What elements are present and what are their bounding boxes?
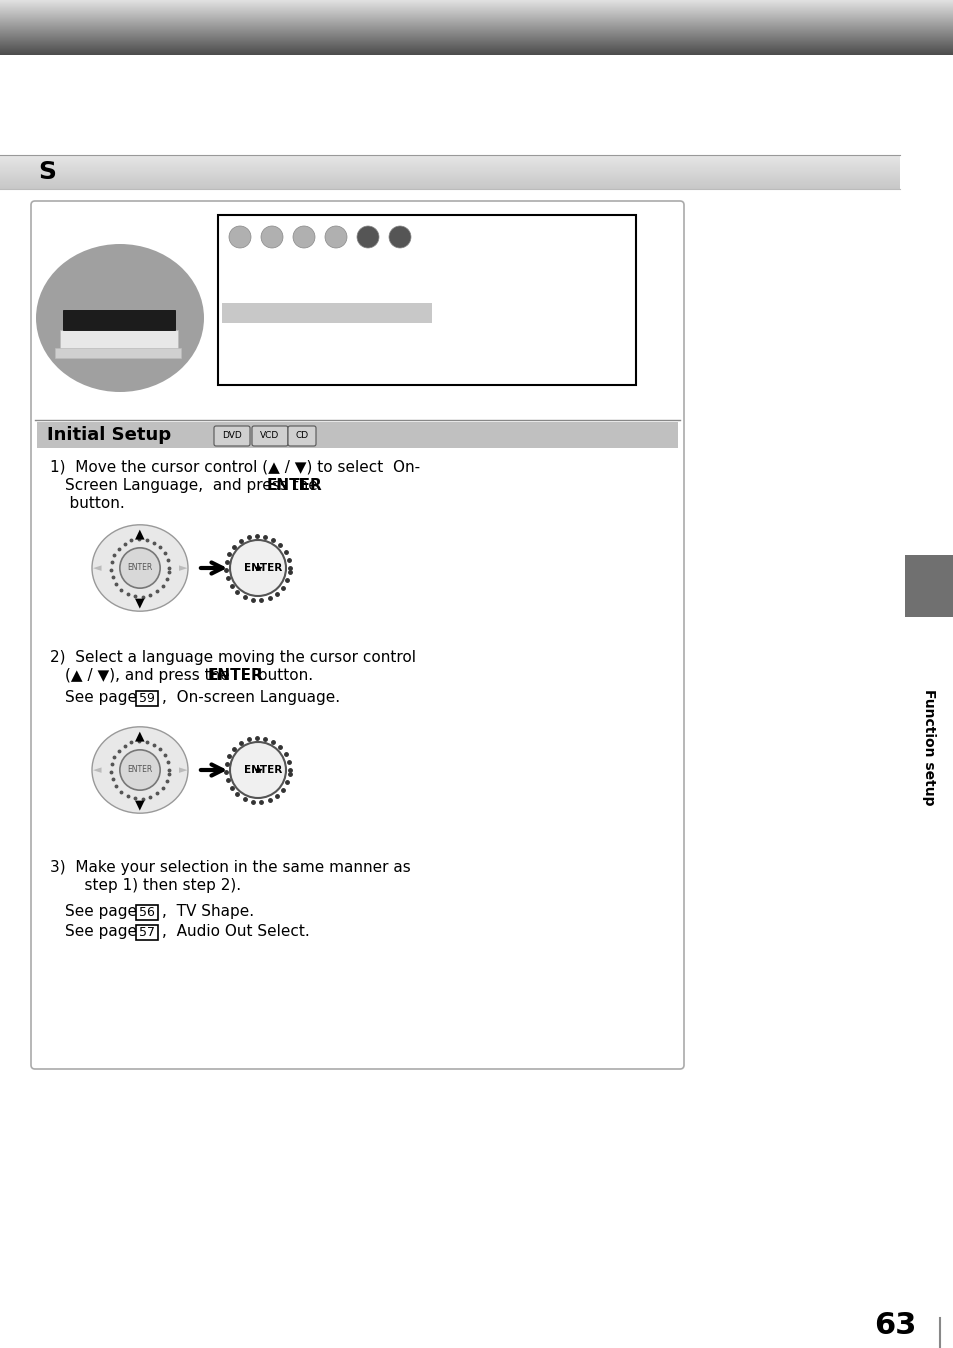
Text: ►: ► <box>179 563 187 573</box>
FancyBboxPatch shape <box>252 426 288 446</box>
Text: ,  Audio Out Select.: , Audio Out Select. <box>162 923 310 940</box>
Bar <box>136 692 158 706</box>
Text: Screen Language,  and press the: Screen Language, and press the <box>65 479 322 493</box>
Ellipse shape <box>229 226 251 248</box>
Ellipse shape <box>261 226 283 248</box>
Text: (▲ / ▼), and press the: (▲ / ▼), and press the <box>65 669 234 683</box>
FancyBboxPatch shape <box>60 330 178 350</box>
Ellipse shape <box>356 226 378 248</box>
Bar <box>222 303 432 324</box>
Bar <box>904 555 953 617</box>
Text: step 1) then step 2).: step 1) then step 2). <box>65 878 241 892</box>
Text: ENTER: ENTER <box>244 563 282 573</box>
Text: S: S <box>38 160 56 183</box>
Bar <box>218 214 636 386</box>
Ellipse shape <box>91 524 188 611</box>
Text: 56: 56 <box>139 906 154 918</box>
Text: ◄: ◄ <box>92 766 101 775</box>
Text: Initial Setup: Initial Setup <box>47 426 171 443</box>
Circle shape <box>230 541 286 596</box>
Text: 59: 59 <box>139 692 154 705</box>
Text: button.: button. <box>50 496 125 511</box>
Text: ▲: ▲ <box>135 527 145 541</box>
Circle shape <box>120 547 160 588</box>
Text: DVD: DVD <box>222 431 242 441</box>
Ellipse shape <box>293 226 314 248</box>
FancyBboxPatch shape <box>30 201 683 1069</box>
Text: ◄: ◄ <box>92 563 101 573</box>
Circle shape <box>230 741 286 798</box>
FancyBboxPatch shape <box>63 310 174 330</box>
Bar <box>37 422 678 448</box>
Text: Function setup: Function setup <box>922 689 936 805</box>
Bar <box>136 905 158 919</box>
Text: 63: 63 <box>873 1310 915 1340</box>
Text: ENTER: ENTER <box>208 669 263 683</box>
Text: ▲: ▲ <box>135 729 145 741</box>
Text: 3)  Make your selection in the same manner as: 3) Make your selection in the same manne… <box>50 860 411 875</box>
Text: ENTER: ENTER <box>128 563 152 573</box>
Text: CD: CD <box>295 431 308 441</box>
Text: button.: button. <box>253 669 313 683</box>
Text: 2)  Select a language moving the cursor control: 2) Select a language moving the cursor c… <box>50 650 416 665</box>
Text: See page: See page <box>65 905 142 919</box>
FancyBboxPatch shape <box>288 426 315 446</box>
Text: ▼: ▼ <box>135 596 145 609</box>
FancyBboxPatch shape <box>55 348 181 359</box>
Text: ▼: ▼ <box>135 798 145 811</box>
Text: See page: See page <box>65 923 142 940</box>
Ellipse shape <box>389 226 411 248</box>
Text: ENTER: ENTER <box>267 479 322 493</box>
Ellipse shape <box>36 244 204 392</box>
Ellipse shape <box>325 226 347 248</box>
Text: ENTER: ENTER <box>128 766 152 775</box>
Circle shape <box>120 749 160 790</box>
Bar <box>136 925 158 940</box>
Ellipse shape <box>91 727 188 813</box>
Text: See page: See page <box>65 690 142 705</box>
Text: ,  On-screen Language.: , On-screen Language. <box>162 690 340 705</box>
Text: ,  TV Shape.: , TV Shape. <box>162 905 253 919</box>
Text: ENTER: ENTER <box>244 766 282 775</box>
Text: 57: 57 <box>139 926 154 938</box>
Text: 1)  Move the cursor control (▲ / ▼) to select  On-: 1) Move the cursor control (▲ / ▼) to se… <box>50 460 419 474</box>
Text: VCD: VCD <box>260 431 279 441</box>
FancyBboxPatch shape <box>213 426 250 446</box>
Text: ►: ► <box>179 766 187 775</box>
